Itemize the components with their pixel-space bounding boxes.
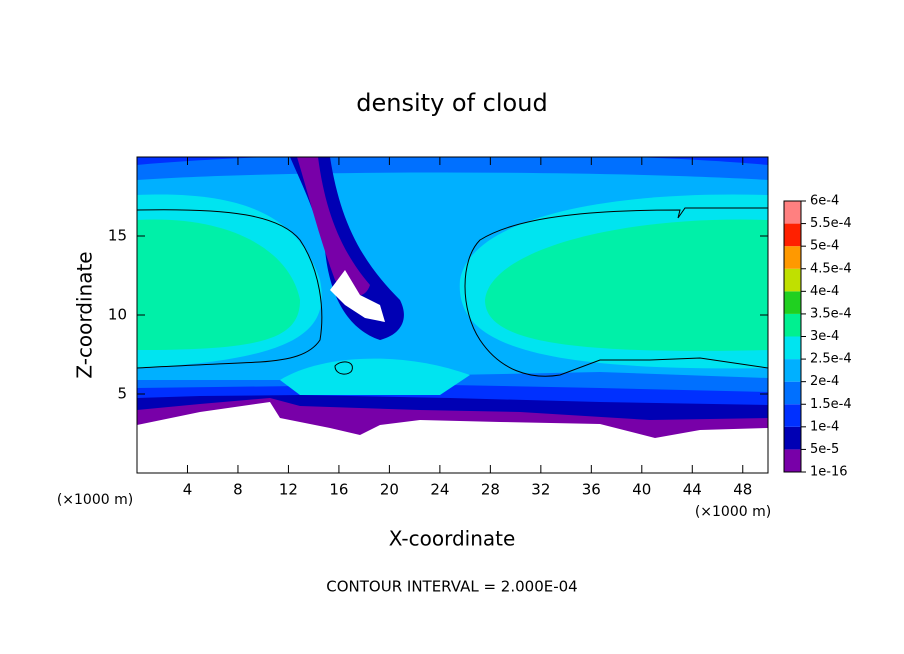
colorbar-label: 6e-4 <box>810 194 839 209</box>
colorbar-label: 2e-4 <box>810 374 839 389</box>
colorbar-band <box>784 223 801 247</box>
y-tick-label: 5 <box>117 385 127 403</box>
x-tick-label: 28 <box>481 481 500 499</box>
x-tick-label: 24 <box>430 481 449 499</box>
x-tick-label: 16 <box>329 481 348 499</box>
contour-field <box>137 157 768 473</box>
y-unit: (×1000 m) <box>57 492 133 508</box>
x-tick-label: 32 <box>531 481 550 499</box>
colorbar-label: 3.5e-4 <box>810 306 852 321</box>
x-tick-label: 12 <box>279 481 298 499</box>
colorbar-label: 5.5e-4 <box>810 216 852 231</box>
x-tick-label: 8 <box>233 481 243 499</box>
colorbar-label: 1e-4 <box>810 419 839 434</box>
y-axis-label: Z-coordinate <box>73 251 97 378</box>
colorbar-band <box>784 268 801 292</box>
colorbar-band <box>784 426 801 450</box>
x-tick-label: 48 <box>733 481 752 499</box>
colorbar-label: 5e-4 <box>810 239 839 254</box>
y-tick-label: 15 <box>108 227 127 245</box>
colorbar-band <box>784 381 801 405</box>
chart-title: density of cloud <box>356 89 547 117</box>
x-tick-label: 40 <box>632 481 651 499</box>
colorbar-label: 2.5e-4 <box>810 352 852 367</box>
x-axis-label: X-coordinate <box>389 527 516 551</box>
colorbar-band <box>784 246 801 269</box>
colorbar-label: 5e-5 <box>810 442 839 457</box>
colorbar-label: 4.5e-4 <box>810 261 852 276</box>
colorbar-band <box>784 291 801 314</box>
colorbar-label: 4e-4 <box>810 284 839 299</box>
colorbar-band <box>784 404 801 427</box>
colorbar-label: 1.5e-4 <box>810 397 852 412</box>
y-tick-label: 10 <box>108 306 127 324</box>
contour-note: CONTOUR INTERVAL = 2.000E-04 <box>326 578 577 596</box>
colorbar-band <box>784 336 801 360</box>
x-tick-label: 20 <box>380 481 399 499</box>
x-unit: (×1000 m) <box>695 504 771 520</box>
x-tick-label: 44 <box>683 481 702 499</box>
x-tick-label: 36 <box>582 481 601 499</box>
colorbar-band <box>784 359 801 382</box>
colorbar-band <box>784 313 801 337</box>
colorbar-label: 3e-4 <box>810 329 839 344</box>
colorbar-band <box>784 201 801 224</box>
colorbar-label: 1e-16 <box>810 465 848 480</box>
x-tick-label: 4 <box>183 481 193 499</box>
colorbar-band <box>784 449 801 472</box>
